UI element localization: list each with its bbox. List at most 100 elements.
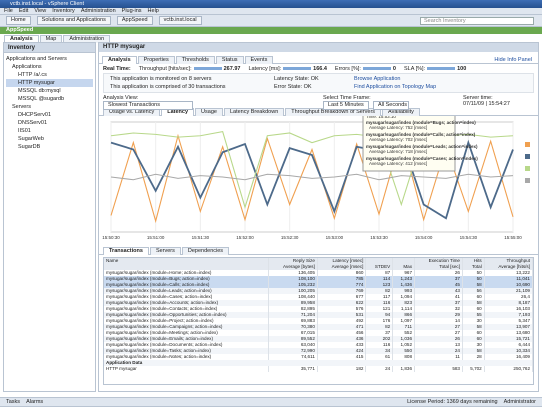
menu-item[interactable]: Administration bbox=[80, 8, 116, 14]
menu-item[interactable]: Inventory bbox=[52, 8, 75, 14]
cell-value: 436 bbox=[317, 336, 367, 342]
column-header[interactable]: Total bbox=[462, 264, 485, 270]
table-row[interactable]: mysugar/sugar/index (module=Accounts; ac… bbox=[104, 300, 533, 306]
column-header[interactable]: Total [sec] bbox=[414, 264, 463, 270]
tree-item[interactable]: SugarWeb bbox=[18, 136, 44, 142]
table-container: Name Reply Size Latency [msec] Execution Ti… bbox=[103, 257, 534, 385]
column-header[interactable]: Average [msec] bbox=[317, 264, 367, 270]
table-row[interactable]: mysugar/sugar/index (module=Documents; a… bbox=[104, 342, 533, 348]
column-group bbox=[392, 258, 415, 264]
info-panel: This application is monitored on 8 serve… bbox=[103, 73, 534, 93]
table-row[interactable]: mysugar/sugar/index (module=Contacts; ac… bbox=[104, 306, 533, 312]
cell-value: 50 bbox=[462, 270, 485, 276]
cell-value: 16,103 bbox=[484, 306, 533, 312]
analysis-view-select[interactable]: Slowest Transactions bbox=[103, 101, 193, 110]
breadcrumb[interactable]: Home bbox=[6, 16, 31, 25]
tasks-button[interactable]: Tasks bbox=[6, 399, 21, 405]
cell-value: 24 bbox=[414, 348, 463, 354]
menu-item[interactable]: Help bbox=[147, 8, 159, 14]
tree-item[interactable]: Servers bbox=[12, 104, 31, 110]
tree-item[interactable]: MSSQL db:mysql bbox=[18, 88, 61, 94]
column-header[interactable]: Max bbox=[392, 264, 415, 270]
cell-value: 116 bbox=[365, 342, 394, 348]
cell-value: 60 bbox=[462, 306, 485, 312]
table-row[interactable]: mysugar/sugar/index (module=Campaigns; a… bbox=[104, 324, 533, 330]
tree-item[interactable]: Applications bbox=[12, 64, 42, 70]
info-link[interactable]: Find Application on Topology Map bbox=[354, 84, 437, 90]
tree-item[interactable]: SugarDB bbox=[18, 144, 41, 150]
column-header[interactable] bbox=[104, 264, 270, 270]
cell-value: 785 bbox=[317, 276, 367, 282]
info-link[interactable]: Browse Application bbox=[354, 76, 401, 82]
status-bar: Tasks Alarms License Period: 1369 days rem… bbox=[0, 397, 542, 407]
table-row[interactable]: mysugar/sugar/index (module=Home; action… bbox=[104, 270, 533, 276]
tree-item[interactable]: HTTP /a/.cs bbox=[18, 72, 47, 78]
tree-item[interactable]: HTTP mysugar bbox=[6, 79, 93, 87]
table-row[interactable]: mysugar/sugar/index (module=Calls; actio… bbox=[104, 282, 533, 288]
time-frame-select[interactable]: Last 5 Minutes bbox=[323, 101, 369, 110]
search-box[interactable]: Search Inventory bbox=[420, 17, 534, 25]
table-row[interactable]: mysugar/sugar/index (module=Meetings; ac… bbox=[104, 330, 533, 336]
chart-tab[interactable]: Latency Breakdown bbox=[223, 108, 285, 116]
panel-tab[interactable]: Status bbox=[215, 56, 244, 64]
table-row[interactable]: mysugar/sugar/index (module=Cases; actio… bbox=[104, 294, 533, 300]
cell-value: 32 bbox=[414, 306, 463, 312]
menu-item[interactable]: Edit bbox=[18, 8, 29, 14]
bottom-tab[interactable]: Dependencies bbox=[181, 247, 230, 255]
column-header[interactable]: Average [bytes] bbox=[268, 264, 318, 270]
breadcrumb[interactable]: vctb.inst.local bbox=[158, 16, 202, 25]
cell-value: 27 bbox=[414, 330, 463, 336]
tooltip-box bbox=[362, 116, 456, 172]
panel-tab[interactable]: Properties bbox=[137, 56, 175, 64]
breadcrumb[interactable]: Solutions and Applications bbox=[36, 16, 111, 25]
bottom-tab[interactable]: Transactions bbox=[103, 247, 149, 255]
cell-value: 13,680 bbox=[484, 330, 533, 336]
column-header[interactable]: STDEV bbox=[365, 264, 394, 270]
cell-value: 1,436 bbox=[392, 282, 415, 288]
menu-item[interactable]: Plug-ins bbox=[121, 8, 142, 14]
cell-value: 176 bbox=[365, 318, 394, 324]
cell-value: 16,409 bbox=[484, 354, 533, 360]
tree-item[interactable]: DNSServ01 bbox=[18, 120, 48, 126]
menu-item[interactable]: File bbox=[4, 8, 13, 14]
tree-item[interactable]: DHCPServ01 bbox=[18, 112, 52, 118]
table-row[interactable]: mysugar/sugar/index (module=Opportunitie… bbox=[104, 312, 533, 318]
cell-value: 7,193 bbox=[484, 312, 533, 318]
cell-name: mysugar/sugar/index (module=Accounts; ac… bbox=[104, 300, 270, 306]
granularity-select[interactable]: All Seconds bbox=[373, 101, 409, 110]
sub-tab[interactable]: Map bbox=[39, 34, 63, 43]
cell-name: mysugar/sugar/index (module=Meetings; ac… bbox=[104, 330, 270, 336]
sub-tab[interactable]: Analysis bbox=[4, 34, 39, 43]
tree-item[interactable]: Applications and Servers bbox=[6, 56, 67, 62]
alarms-button[interactable]: Alarms bbox=[26, 399, 44, 405]
table-row[interactable]: mysugar/sugar/index (module=Emails; acti… bbox=[104, 336, 533, 342]
table-row[interactable]: mysugar/sugar/index (module=Project; act… bbox=[104, 318, 533, 324]
table-row[interactable]: mysugar/sugar/index (module=Notes; actio… bbox=[104, 354, 533, 360]
cell-value: 182 bbox=[317, 366, 367, 372]
panel-tab[interactable]: Thresholds bbox=[175, 56, 215, 64]
cell-name: mysugar/sugar/index (module=Leads; actio… bbox=[104, 288, 270, 294]
breadcrumb[interactable]: AppSpeed bbox=[116, 16, 153, 25]
column-header[interactable]: Average [hits/s] bbox=[484, 264, 533, 270]
sub-tab[interactable]: Administration bbox=[63, 34, 111, 43]
hide-info-link[interactable]: Hide Info Panel bbox=[494, 57, 532, 63]
table-row[interactable]: mysugar/sugar/index (module=Leads; actio… bbox=[104, 288, 533, 294]
summary-row[interactable]: HTTP mysugar 35,771 182 24 1,836 583 5,702 250,… bbox=[104, 366, 533, 372]
cell-value: 808 bbox=[392, 354, 415, 360]
tree-item[interactable]: MSSQL @sugardb bbox=[18, 96, 65, 102]
table-row[interactable]: mysugar/sugar/index (module=Bugs; action… bbox=[104, 276, 533, 282]
tree-item[interactable]: IIS01 bbox=[18, 128, 31, 134]
cell-value: 108,440 bbox=[268, 294, 318, 300]
cell-value: 433 bbox=[317, 342, 367, 348]
series-line bbox=[110, 137, 514, 220]
tooltip-value: Average Latency: 412 [msec] bbox=[369, 161, 427, 166]
menu-item[interactable]: View bbox=[34, 8, 47, 14]
cell-value: 29 bbox=[414, 312, 463, 318]
x-tick-label: 15:53:30 bbox=[370, 235, 388, 240]
chart-tab[interactable]: Usage bbox=[195, 108, 223, 116]
app-tab[interactable]: AppSpeed bbox=[0, 27, 542, 34]
panel-tab[interactable]: Events bbox=[244, 56, 274, 64]
panel-tab[interactable]: Analysis bbox=[102, 56, 137, 64]
table-row[interactable]: mysugar/sugar/index (module=Tasks; actio… bbox=[104, 348, 533, 354]
bottom-tab[interactable]: Servers bbox=[149, 247, 181, 255]
